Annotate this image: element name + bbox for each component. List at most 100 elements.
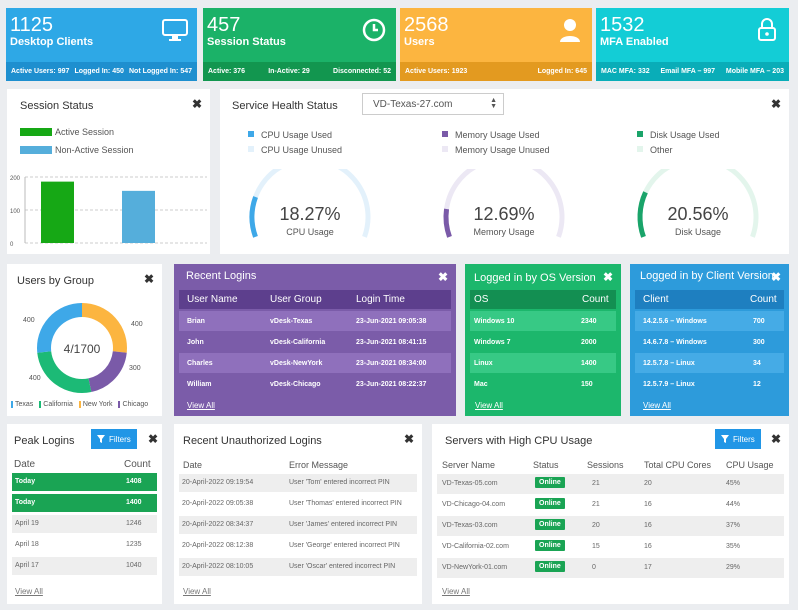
stat-card-desktop-clients[interactable]: 1125 Desktop Clients Active Users: 997 L… bbox=[6, 8, 197, 81]
table-cell: VD-California-02.com bbox=[442, 543, 509, 550]
view-all-link[interactable]: View All bbox=[475, 401, 503, 410]
table-row[interactable]: 20-April-2022 08:34:37 User 'James' enter… bbox=[179, 516, 417, 534]
close-icon[interactable]: ✖ bbox=[147, 432, 158, 446]
legend-label: CPU Usage Unused bbox=[261, 145, 343, 155]
table-cell: User 'Thomas' entered incorrect PIN bbox=[289, 500, 402, 507]
view-all-link[interactable]: View All bbox=[643, 401, 671, 410]
table-cell: 12 bbox=[753, 381, 761, 388]
table-row[interactable]: April 17 1040 bbox=[12, 557, 157, 575]
table-row[interactable]: Brian vDesk-Texas 23-Jun-2021 09:05:38 bbox=[179, 311, 451, 331]
server-select[interactable]: VD-Texas-27.com ▲ ▼ bbox=[362, 93, 504, 115]
table-cell: Today bbox=[15, 478, 36, 485]
close-icon[interactable]: ✖ bbox=[770, 270, 781, 284]
filters-button[interactable]: Filters bbox=[91, 429, 137, 449]
column-header: OS bbox=[474, 294, 489, 305]
status-badge: Online bbox=[535, 477, 565, 488]
table-row[interactable]: April 18 1235 bbox=[12, 536, 157, 554]
stat-card-users[interactable]: 2568 Users Active Users: 1923 Logged In:… bbox=[400, 8, 592, 81]
table-header: OS Count bbox=[470, 290, 616, 309]
table-cell: 20 bbox=[592, 522, 600, 529]
table-row[interactable]: 20-April-2022 09:05:38 User 'Thomas' ente… bbox=[179, 495, 417, 513]
close-icon[interactable]: ✖ bbox=[770, 97, 781, 111]
table-row[interactable]: William vDesk-Chicago 23-Jun-2021 08:22:37 bbox=[179, 374, 451, 394]
session-status-panel: Session Status ✖ Active Session Non-Acti… bbox=[7, 89, 210, 254]
gauge-fill bbox=[249, 196, 258, 238]
legend-label: Memory Usage Used bbox=[455, 130, 540, 140]
table-row[interactable]: Today 1408 bbox=[12, 473, 157, 491]
stat-value: 1125 bbox=[10, 14, 54, 36]
legend-swatch bbox=[442, 131, 448, 137]
legend-swatch bbox=[39, 401, 42, 408]
table-row[interactable]: VD-Chicago-04.com Online 21 16 44% bbox=[437, 495, 784, 515]
table-row[interactable]: 20-April-2022 08:10:05 User 'Oscar' enter… bbox=[179, 558, 417, 576]
table-row[interactable]: 20-April-2022 09:19:54 User 'Tom' entered… bbox=[179, 474, 417, 492]
lock-icon bbox=[758, 18, 776, 41]
stat-card-mfa-enabled[interactable]: 1532 MFA Enabled MAC MFA: 332 Email MFA … bbox=[596, 8, 789, 81]
table-row[interactable]: Today 1400 bbox=[12, 494, 157, 512]
table-row[interactable]: April 19 1246 bbox=[12, 515, 157, 533]
filters-button[interactable]: Filters bbox=[715, 429, 761, 449]
table-row[interactable]: VD-California-02.com Online 15 16 35% bbox=[437, 537, 784, 557]
unauthorized-logins-panel: Recent Unauthorized Logins ✖ Date Error … bbox=[174, 424, 422, 604]
table-row[interactable]: 12.5.7.9 – Linux 12 bbox=[635, 374, 784, 394]
table-row[interactable]: 14.2.5.6 – Windows 700 bbox=[635, 311, 784, 331]
legend-label: Active Session bbox=[55, 127, 115, 137]
table-cell: VD-Texas-05.com bbox=[442, 480, 498, 487]
donut-slice-california bbox=[37, 350, 92, 393]
table-cell: 14.2.5.6 – Windows bbox=[643, 318, 707, 325]
table-row[interactable]: VD-Texas-05.com Online 21 20 45% bbox=[437, 474, 784, 494]
table-row[interactable]: 14.6.7.8 – Windows 300 bbox=[635, 332, 784, 352]
column-header: Client bbox=[643, 294, 669, 305]
legend-swatch-nonactive bbox=[20, 146, 52, 154]
table-cell: Linux bbox=[474, 360, 493, 367]
table-cell: William bbox=[187, 381, 212, 388]
column-header: Status bbox=[533, 460, 559, 470]
close-icon[interactable]: ✖ bbox=[191, 97, 202, 111]
table-row[interactable]: VD-NewYork-01.com Online 0 17 29% bbox=[437, 558, 784, 578]
view-all-link[interactable]: View All bbox=[183, 587, 211, 596]
table-cell: 12.5.7.8 – Linux bbox=[643, 360, 695, 367]
view-all-link[interactable]: View All bbox=[187, 401, 215, 410]
gauge-track bbox=[443, 169, 565, 238]
users-donut-chart: 400 400 400 300 bbox=[23, 303, 143, 393]
table-row[interactable]: Linux 1400 bbox=[470, 353, 616, 373]
table-row[interactable]: Windows 7 2000 bbox=[470, 332, 616, 352]
y-tick-label: 100 bbox=[10, 209, 21, 215]
legend-label: Texas bbox=[15, 401, 34, 408]
table-row[interactable]: Charles vDesk-NewYork 23-Jun-2021 08:34:00 bbox=[179, 353, 451, 373]
table-cell: 14.6.7.8 – Windows bbox=[643, 339, 707, 346]
gauge-fill bbox=[637, 191, 648, 238]
peak-logins-panel: Peak Logins Filters ✖ Date Count Today 14… bbox=[7, 424, 162, 604]
legend-label: California bbox=[43, 401, 73, 408]
table-row[interactable]: Windows 10 2340 bbox=[470, 311, 616, 331]
legend-label: New York bbox=[82, 401, 113, 408]
column-header: Date bbox=[14, 459, 36, 470]
stat-card-session-status[interactable]: 457 Session Status Active: 376 In-Active… bbox=[203, 8, 396, 81]
close-icon[interactable]: ✖ bbox=[143, 272, 154, 286]
table-cell: 23-Jun-2021 08:41:15 bbox=[356, 339, 427, 346]
close-icon[interactable]: ✖ bbox=[403, 432, 414, 446]
table-row[interactable]: 20-April-2022 08:12:38 User 'George' ente… bbox=[179, 537, 417, 555]
close-icon[interactable]: ✖ bbox=[602, 270, 613, 284]
table-cell: April 18 bbox=[15, 541, 39, 548]
donut-value-label: 400 bbox=[29, 375, 41, 382]
table-cell: 16 bbox=[644, 543, 652, 550]
table-cell: 16 bbox=[644, 522, 652, 529]
table-cell: 12.5.7.9 – Linux bbox=[643, 381, 695, 388]
table-row[interactable]: 12.5.7.8 – Linux 34 bbox=[635, 353, 784, 373]
table-row[interactable]: John vDesk-California 23-Jun-2021 08:41:15 bbox=[179, 332, 451, 352]
filter-icon bbox=[721, 435, 729, 443]
panel-title: Users by Group bbox=[17, 275, 95, 287]
donut-value-label: 300 bbox=[129, 365, 141, 372]
gauge-fill bbox=[443, 208, 452, 238]
table-row[interactable]: Mac 150 bbox=[470, 374, 616, 394]
table-cell: 1040 bbox=[126, 562, 142, 569]
legend-swatch-active bbox=[20, 128, 52, 136]
panel-title: Servers with High CPU Usage bbox=[445, 435, 593, 447]
view-all-link[interactable]: View All bbox=[442, 587, 470, 596]
legend-label: Non-Active Session bbox=[55, 145, 134, 155]
close-icon[interactable]: ✖ bbox=[437, 270, 448, 284]
view-all-link[interactable]: View All bbox=[15, 587, 43, 596]
table-row[interactable]: VD-Texas-03.com Online 20 16 37% bbox=[437, 516, 784, 536]
close-icon[interactable]: ✖ bbox=[770, 432, 781, 446]
